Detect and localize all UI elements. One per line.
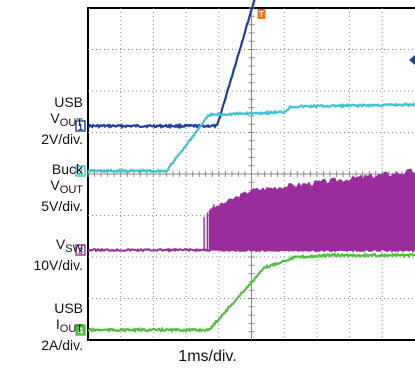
channel-markers: 1 2 3 4 T (75, 9, 415, 336)
trigger-marker (257, 9, 266, 19)
trace-ch1 (88, 0, 256, 130)
usb-vout-label: USB VOUT 2V/div. (41, 94, 83, 147)
graticule-grid (87, 7, 415, 341)
usb-iout-label: USB IOUT 2A/div. (41, 300, 83, 353)
time-scale-label: 1ms/div. (178, 348, 237, 365)
channel-2-number: 2 (78, 167, 83, 177)
channel-3-number: 3 (78, 246, 83, 256)
channel-2-marker (75, 165, 86, 177)
trace-ch2 (87, 101, 415, 174)
trigger-marker-label: T (259, 10, 264, 19)
channel-1-marker (75, 120, 86, 132)
channel-1-number: 1 (78, 122, 83, 132)
channel-4-number: 4 (78, 326, 83, 336)
buck-vout-label: Buck VOUT 5V/div. (41, 161, 83, 214)
offscreen-arrow-icon (409, 55, 415, 65)
vsw-label: VSW 10V/div. (33, 236, 83, 273)
trace-ch3-envelope (208, 168, 415, 251)
trace-ch4 (87, 251, 415, 334)
waveform-traces (87, 0, 415, 334)
channel-3-marker (75, 244, 86, 256)
channel-4-marker (75, 324, 86, 336)
